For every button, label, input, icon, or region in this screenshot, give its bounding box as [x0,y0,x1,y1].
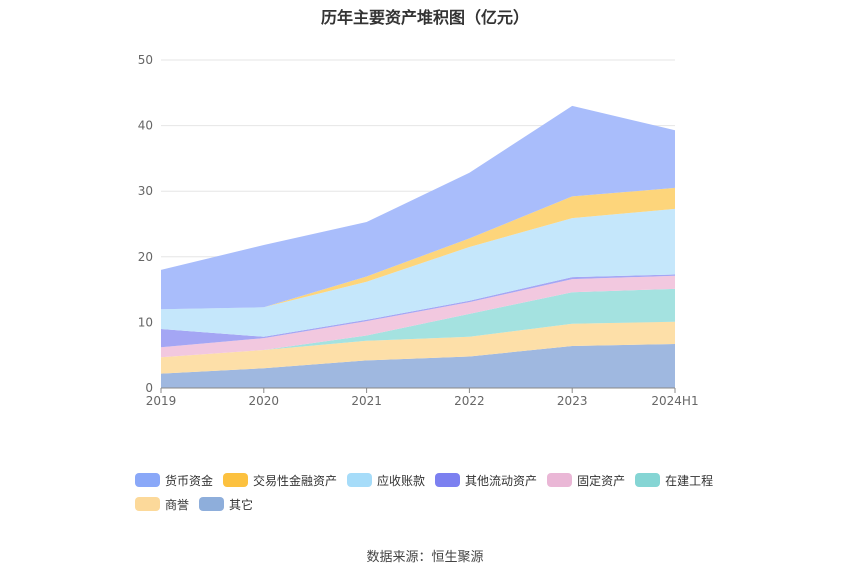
legend-label: 货币资金 [165,473,214,488]
area-series [161,105,675,310]
legend-swatch [435,473,461,487]
chart-title: 历年主要资产堆积图（亿元） [320,8,529,27]
legend-swatch [223,473,249,487]
y-tick-label: 50 [138,53,153,67]
legend-item[interactable]: 应收账款 [347,472,425,488]
y-tick-label: 0 [145,381,153,395]
x-tick-label: 2020 [249,394,280,408]
y-tick-label: 20 [138,250,153,264]
legend: 货币资金 交易性金融资产 应收账款 其他流动资产 固定资产 在建工程商誉 其它 [135,472,735,520]
legend-item[interactable]: 在建工程 [635,472,713,488]
area-series [161,187,675,310]
legend-label: 商誉 [165,497,190,512]
area-series-layer [161,105,675,388]
legend-swatch [135,497,160,511]
y-tick-label: 10 [138,315,153,329]
legend-swatch [199,497,225,511]
legend-label: 其他流动资产 [465,473,538,488]
y-tick-label: 40 [138,119,153,133]
legend-label: 在建工程 [665,473,714,488]
x-tick-label: 2021 [351,394,382,408]
legend-swatch [347,473,373,487]
area-series [161,274,675,348]
x-tick-label: 2022 [454,394,485,408]
area-series [161,275,675,358]
area-series [161,288,675,358]
legend-item[interactable]: 交易性金融资产 [223,472,337,488]
area-series [161,208,675,337]
legend-label: 固定资产 [577,473,626,488]
source-note: 数据来源：恒生聚源 [366,550,484,565]
area-series [161,344,675,388]
area-series [161,321,675,374]
x-tick-label: 2023 [557,394,588,408]
legend-label: 其它 [229,497,254,512]
legend-item[interactable]: 其他流动资产 [435,472,537,488]
legend-swatch [547,473,573,487]
legend-label: 应收账款 [377,473,426,488]
legend-item[interactable]: 货币资金 [135,472,213,488]
legend-label: 交易性金融资产 [253,473,338,488]
legend-item[interactable]: 商誉 [135,496,189,512]
x-tick-label: 2019 [146,394,177,408]
axes: 0 10 20 30 40 50 2019 2020 2021 2022 2023 2024H1 [138,53,699,408]
y-tick-label: 30 [138,184,153,198]
legend-swatch [635,473,661,487]
legend-item[interactable]: 固定资产 [547,472,625,488]
x-tick-label: 2024H1 [651,394,698,408]
legend-item[interactable]: 其它 [199,496,253,512]
legend-swatch [135,473,160,487]
